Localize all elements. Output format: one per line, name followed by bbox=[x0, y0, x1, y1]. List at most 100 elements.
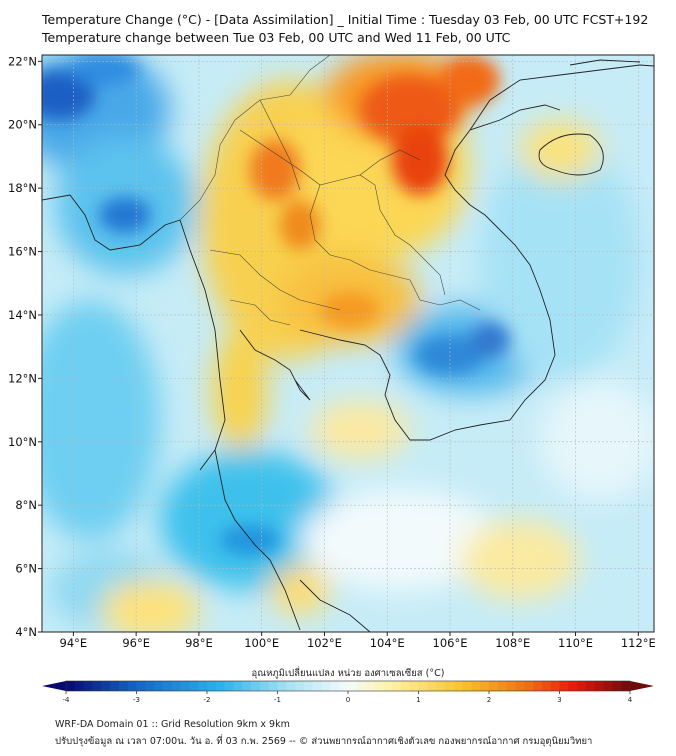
colorbar-min-arrow bbox=[42, 681, 66, 691]
colorbar-segment bbox=[392, 681, 402, 691]
lon-tick-label: 112°E bbox=[621, 636, 656, 650]
lon-tick-label: 100°E bbox=[244, 636, 279, 650]
colorbar-segment bbox=[154, 681, 164, 691]
lon-tick-label: 108°E bbox=[495, 636, 530, 650]
colorbar-segment bbox=[259, 681, 270, 691]
colorbar-segment bbox=[83, 681, 93, 691]
colorbar-tick-label: -2 bbox=[204, 696, 211, 704]
colorbar-segment bbox=[251, 681, 261, 691]
colorbar: อุณหภูมิเปลี่ยนแปลง หน่วย องศาเซลเซียส (… bbox=[42, 666, 654, 704]
lon-tick-label: 110°E bbox=[558, 636, 593, 650]
lat-tick-label: 14°N bbox=[8, 308, 37, 322]
colorbar-tick-label: -4 bbox=[63, 696, 71, 704]
lat-tick-label: 18°N bbox=[8, 181, 37, 195]
colorbar-max-arrow bbox=[630, 681, 654, 691]
colorbar-segment bbox=[74, 681, 85, 691]
colorbar-segment bbox=[286, 681, 296, 691]
footer-credit: ปรับปรุงข้อมูล ณ เวลา 07:00น. วัน อ. ที่… bbox=[55, 736, 593, 747]
colorbar-segment bbox=[594, 681, 604, 691]
colorbar-segment bbox=[66, 681, 76, 691]
colorbar-segment bbox=[541, 681, 552, 691]
colorbar-segment bbox=[215, 681, 226, 691]
colorbar-tick-label: 1 bbox=[416, 696, 420, 704]
lat-tick-label: 10°N bbox=[8, 435, 37, 449]
colorbar-tick-label: -3 bbox=[133, 696, 140, 704]
colorbar-segment bbox=[489, 681, 499, 691]
map-frame bbox=[41, 54, 655, 633]
colorbar-segment bbox=[621, 681, 631, 691]
colorbar-segment bbox=[321, 681, 331, 691]
lat-tick-label: 12°N bbox=[8, 371, 37, 385]
colorbar-segment bbox=[409, 681, 419, 691]
country-borders bbox=[179, 55, 481, 326]
lon-tick-label: 102°E bbox=[307, 636, 342, 650]
colorbar-segment bbox=[356, 681, 367, 691]
colorbar-segment bbox=[418, 681, 428, 691]
colorbar-segment bbox=[612, 681, 622, 691]
colorbar-segment bbox=[118, 681, 129, 691]
colorbar-segment bbox=[233, 681, 243, 691]
colorbar-segment bbox=[330, 681, 340, 691]
colorbar-segment bbox=[497, 681, 508, 691]
colorbar-segment bbox=[101, 681, 111, 691]
colorbar-segment bbox=[365, 681, 375, 691]
colorbar-segment bbox=[145, 681, 155, 691]
colorbar-tick-label: -1 bbox=[274, 696, 281, 704]
colorbar-segment bbox=[427, 681, 437, 691]
colorbar-segment bbox=[171, 681, 181, 691]
lat-tick-label: 22°N bbox=[8, 54, 37, 68]
colorbar-segment bbox=[400, 681, 411, 691]
colorbar-segment bbox=[568, 681, 578, 691]
colorbar-segment bbox=[189, 681, 199, 691]
lon-tick-label: 106°E bbox=[433, 636, 468, 650]
colorbar-segment bbox=[242, 681, 252, 691]
colorbar-segment bbox=[207, 681, 217, 691]
colorbar-segment bbox=[462, 681, 472, 691]
colorbar-segment bbox=[136, 681, 146, 691]
colorbar-segment bbox=[374, 681, 384, 691]
colorbar-segment bbox=[533, 681, 543, 691]
colorbar-segment bbox=[303, 681, 314, 691]
colorbar-segment bbox=[436, 681, 446, 691]
colorbar-segment bbox=[180, 681, 190, 691]
colorbar-segment bbox=[453, 681, 463, 691]
colorbar-tick-label: 3 bbox=[557, 696, 561, 704]
colorbar-segment bbox=[577, 681, 587, 691]
latitude-labels: 22°N 20°N 18°N 16°N 14°N 12°N 10°N 8°N 6°N 4°N bbox=[8, 54, 42, 639]
colorbar-tick-label: 0 bbox=[346, 696, 350, 704]
colorbar-segment bbox=[550, 681, 560, 691]
lat-tick-label: 16°N bbox=[8, 245, 37, 259]
colorbar-segment bbox=[471, 681, 481, 691]
colorbar-segment bbox=[224, 681, 234, 691]
colorbar-segment bbox=[348, 681, 358, 691]
lat-tick-label: 4°N bbox=[15, 625, 37, 639]
colorbar-segment bbox=[480, 681, 490, 691]
colorbar-segment bbox=[444, 681, 455, 691]
lon-tick-label: 104°E bbox=[370, 636, 405, 650]
colorbar-segment bbox=[506, 681, 516, 691]
colorbar-segment bbox=[585, 681, 596, 691]
colorbar-segment bbox=[515, 681, 525, 691]
colorbar-segment bbox=[312, 681, 322, 691]
coastlines bbox=[42, 59, 654, 632]
colorbar-segment bbox=[110, 681, 120, 691]
colorbar-segment bbox=[339, 681, 349, 691]
colorbar-segment bbox=[162, 681, 173, 691]
colorbar-segment bbox=[92, 681, 102, 691]
lon-tick-label: 94°E bbox=[60, 636, 88, 650]
gridlines bbox=[42, 55, 654, 632]
lon-tick-label: 98°E bbox=[185, 636, 213, 650]
lon-tick-label: 96°E bbox=[122, 636, 150, 650]
colorbar-segment bbox=[277, 681, 287, 691]
colorbar-segment bbox=[295, 681, 305, 691]
longitude-labels: 94°E 96°E 98°E 100°E 102°E 104°E 106°E 108°E 110… bbox=[60, 632, 656, 650]
map-title: Temperature Change (°C) - [Data Assimila… bbox=[42, 12, 649, 27]
temperature-field bbox=[42, 55, 654, 632]
colorbar-segment bbox=[127, 681, 137, 691]
colorbar-segment bbox=[383, 681, 393, 691]
colorbar-segment bbox=[524, 681, 534, 691]
lat-tick-label: 8°N bbox=[15, 498, 37, 512]
colorbar-segment bbox=[603, 681, 613, 691]
colorbar-tick-label: 2 bbox=[487, 696, 491, 704]
